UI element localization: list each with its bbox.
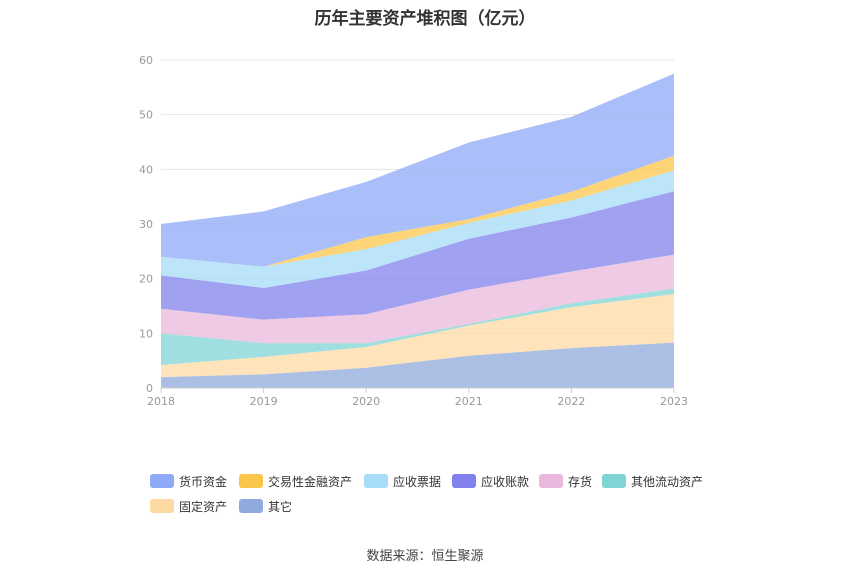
legend-item-yingshou-zhangkuan[interactable]: 应收账款 — [452, 471, 529, 491]
chart-title: 历年主要资产堆积图（亿元） — [314, 9, 536, 29]
legend-item-jiaoyi-jinrong-zichan[interactable]: 交易性金融资产 — [239, 471, 352, 491]
legend-label: 其他流动资产 — [631, 474, 704, 489]
legend-swatch — [239, 499, 263, 513]
legend-swatch — [364, 474, 388, 488]
legend-label: 货币资金 — [179, 474, 228, 489]
area-series — [161, 254, 674, 344]
legend-label: 交易性金融资产 — [268, 474, 353, 489]
area-series — [161, 191, 674, 320]
y-tick-label: 40 — [139, 163, 153, 176]
legend-label: 存货 — [568, 474, 593, 489]
x-tick-label: 2023 — [660, 395, 688, 408]
legend-swatch — [239, 474, 263, 488]
legend-label: 固定资产 — [179, 499, 228, 514]
y-tick-label: 60 — [139, 54, 153, 67]
legend-label: 应收票据 — [393, 474, 442, 489]
area-series — [161, 170, 674, 288]
y-tick-label: 20 — [139, 273, 153, 286]
legend-label: 应收账款 — [481, 474, 530, 489]
legend-swatch — [150, 499, 174, 513]
legend-swatch — [452, 474, 476, 488]
x-tick-label: 2018 — [147, 395, 175, 408]
area-series — [161, 293, 674, 378]
legend-swatch — [150, 474, 174, 488]
legend-item-yingshou-piaoju[interactable]: 应收票据 — [364, 471, 441, 491]
legend-item-cunhuo[interactable]: 存货 — [539, 471, 592, 491]
x-tick-label: 2022 — [557, 395, 585, 408]
data-source: 数据来源：恒生聚源 — [366, 549, 484, 564]
x-tick-label: 2019 — [250, 395, 278, 408]
area-series — [161, 342, 674, 388]
area-series — [161, 73, 674, 267]
legend-item-huobi-zijin[interactable]: 货币资金 — [150, 471, 227, 491]
legend-swatch — [539, 474, 563, 488]
legend-item-guding-zichan[interactable]: 固定资产 — [150, 496, 227, 516]
y-tick-label: 0 — [146, 382, 153, 395]
x-tick-label: 2020 — [352, 395, 380, 408]
y-tick-label: 50 — [139, 109, 153, 122]
x-tick-label: 2021 — [455, 395, 483, 408]
y-tick-label: 30 — [139, 218, 153, 231]
legend-label: 其它 — [268, 499, 293, 514]
y-tick-label: 10 — [139, 327, 153, 340]
area-series — [161, 288, 674, 366]
stacked-area-chart: 0 10 20 30 40 50 60 2018 2019 2020 2021 2022 2023 — [139, 54, 688, 408]
legend-item-qita-liudong-zichan[interactable]: 其他流动资产 — [602, 471, 703, 491]
legend-swatch — [602, 474, 626, 488]
legend-item-qita[interactable]: 其它 — [239, 496, 292, 516]
